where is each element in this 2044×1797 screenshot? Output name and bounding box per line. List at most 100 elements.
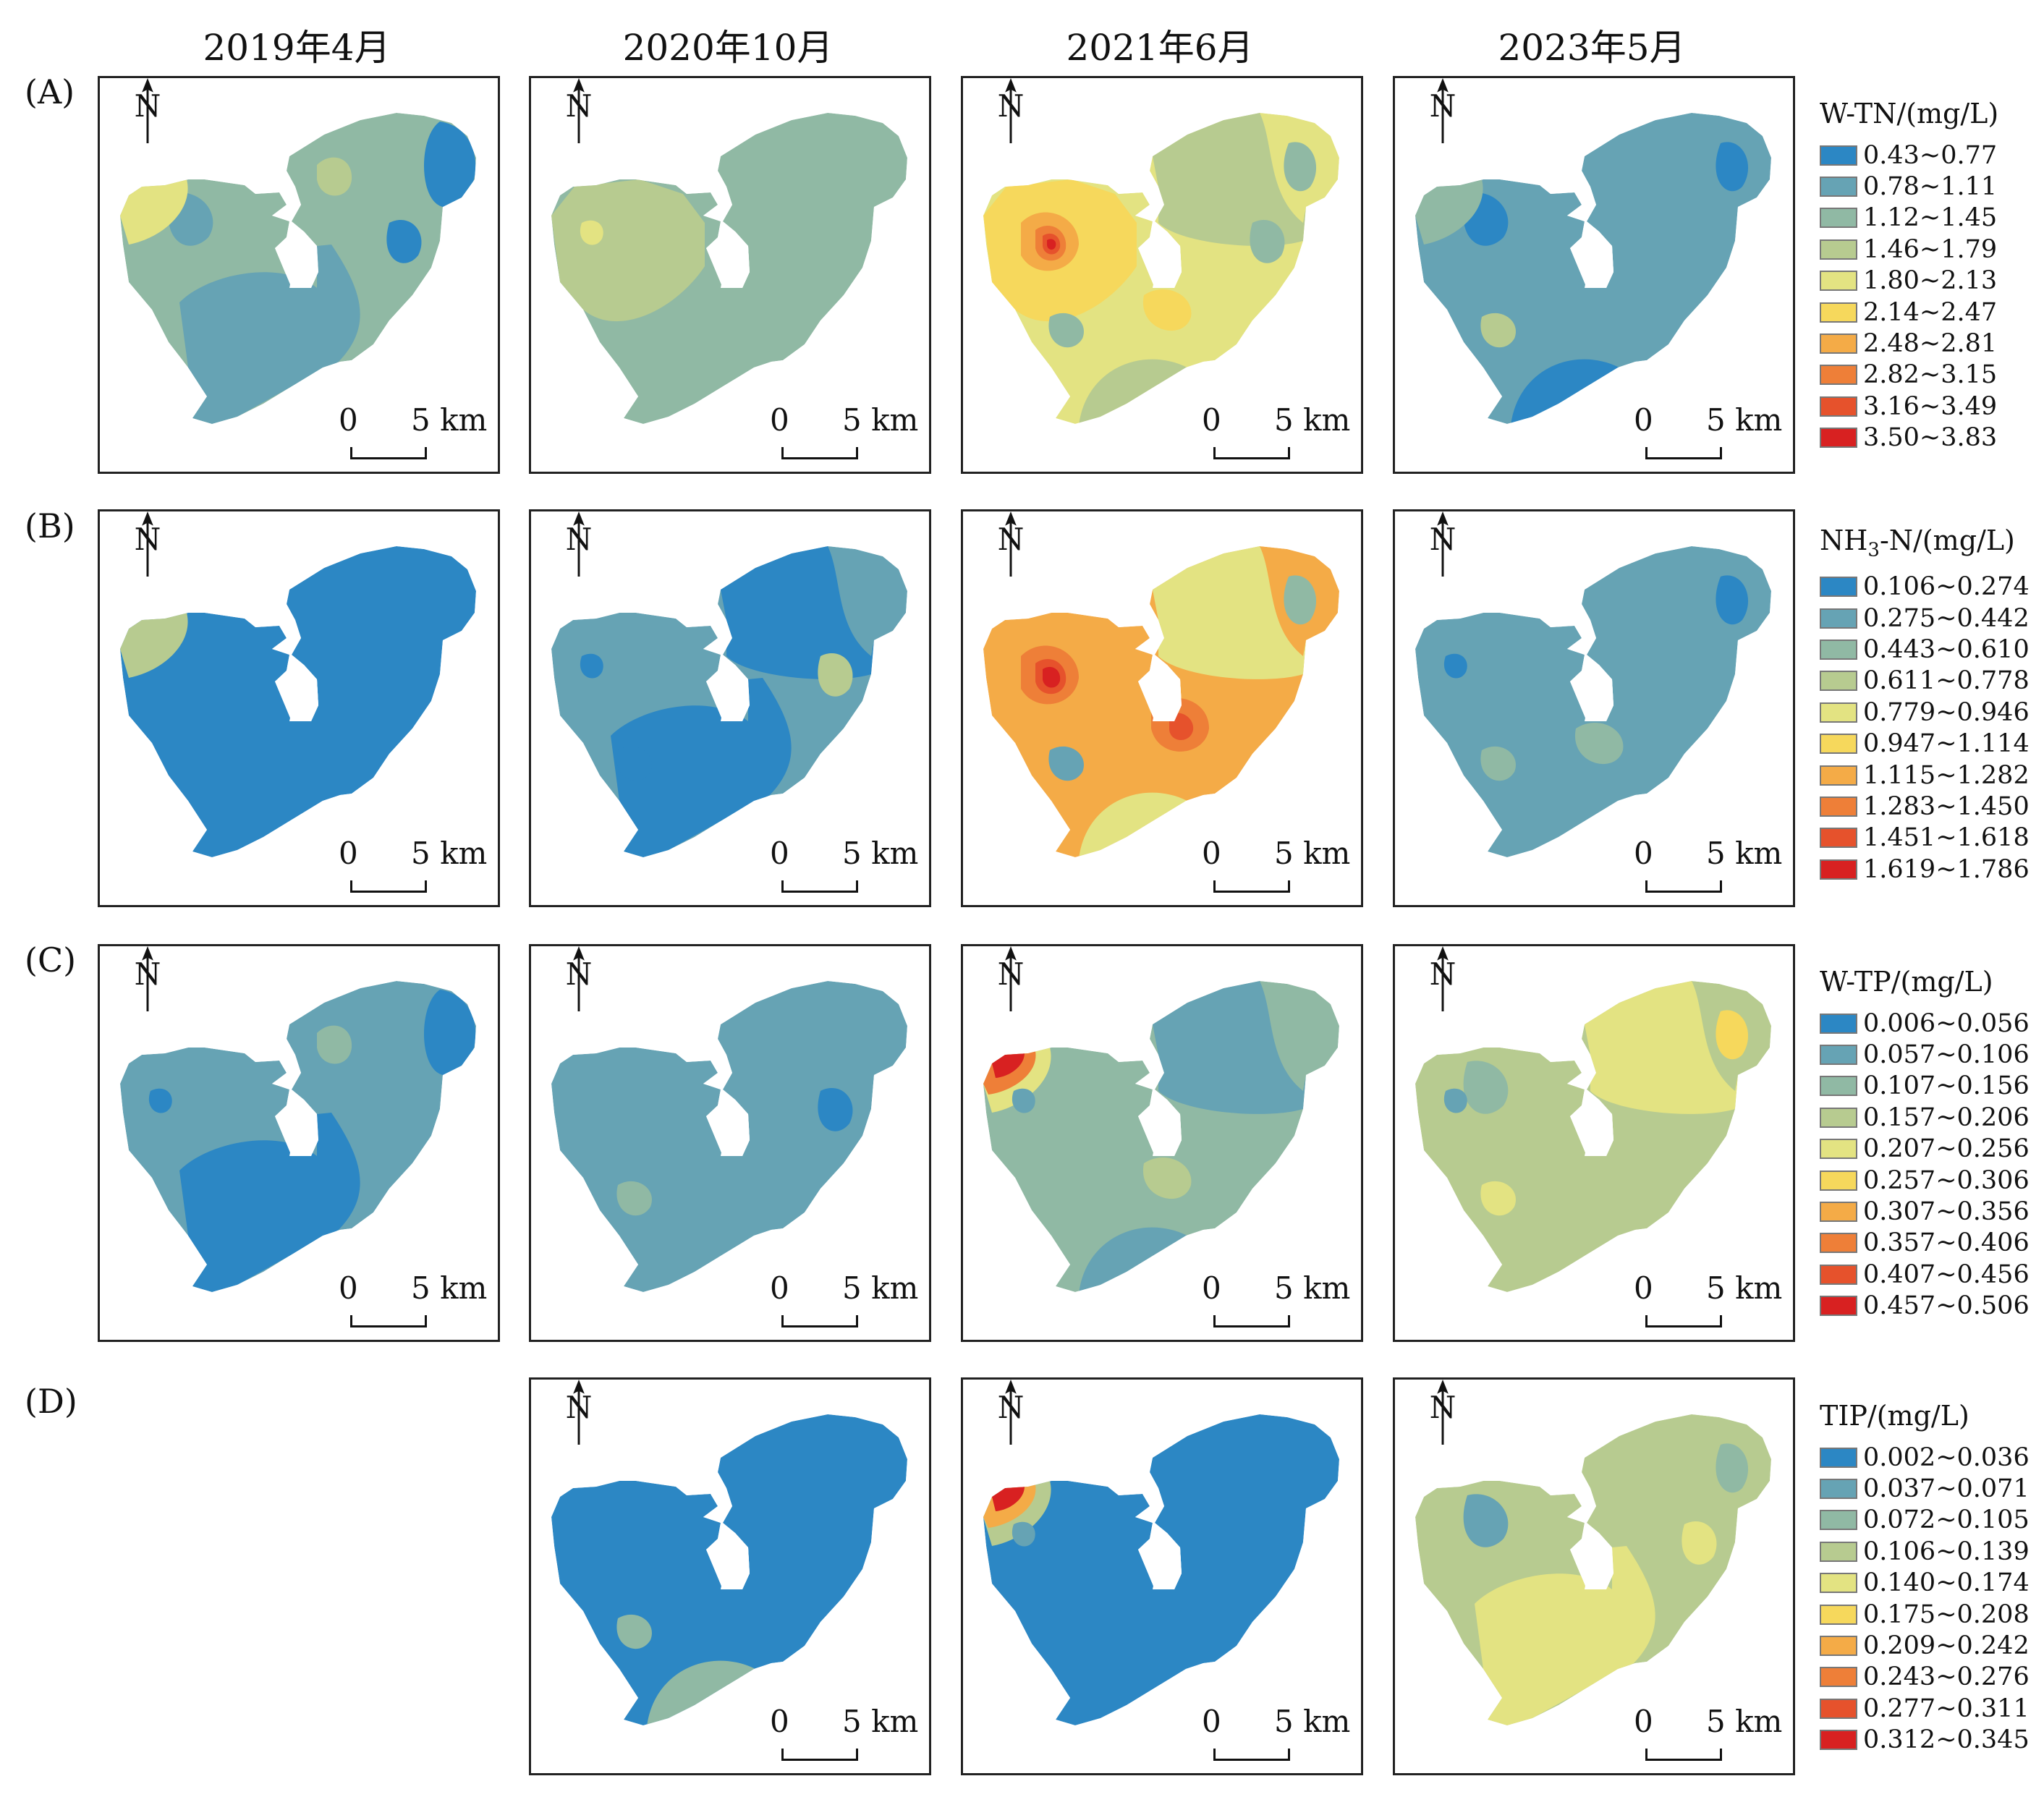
north-arrow-icon — [142, 946, 153, 1011]
legend-swatch — [1820, 1730, 1857, 1751]
legend-label: 0.140~0.174 — [1863, 1568, 2030, 1598]
legend-swatch — [1820, 1045, 1857, 1066]
legend-item: 0.006~0.056 — [1820, 1008, 2037, 1039]
legend-label: 0.106~0.274 — [1863, 572, 2030, 602]
island — [1153, 1533, 1182, 1589]
legend-item: 0.107~0.156 — [1820, 1071, 2037, 1102]
legend-label: 0.307~0.356 — [1863, 1197, 2030, 1227]
island — [1153, 231, 1182, 288]
north-arrow-icon — [1005, 511, 1017, 577]
concentration-zone — [1284, 142, 1317, 192]
legend-label: 0.275~0.442 — [1863, 603, 2030, 633]
scale-bar — [1213, 880, 1290, 893]
lake-map — [983, 113, 1339, 424]
legend-swatch — [1820, 577, 1857, 598]
island — [1153, 665, 1182, 721]
legend-label: 3.50~3.83 — [1863, 423, 1998, 453]
legend-swatch — [1820, 365, 1857, 386]
lake-map — [983, 1414, 1339, 1725]
concentration-zone — [551, 179, 705, 322]
legend-title: W-TN/(mg/L) — [1820, 98, 1999, 129]
legend-swatch — [1820, 671, 1857, 692]
legend-item: 0.209~0.242 — [1820, 1630, 2037, 1661]
concentration-zone — [992, 1485, 1025, 1511]
legend-swatch — [1820, 1202, 1857, 1223]
column-header: 2020年10月 — [622, 27, 834, 69]
lake-map — [120, 981, 476, 1292]
island — [1585, 665, 1613, 721]
legend-label: 0.277~0.311 — [1863, 1694, 2030, 1723]
island — [721, 231, 750, 288]
concentration-zone — [580, 653, 603, 679]
legend-swatch — [1820, 145, 1857, 166]
legend-item: 0.357~0.406 — [1820, 1228, 2037, 1259]
concentration-zone — [1716, 1010, 1749, 1060]
scale-zero: 0 — [1634, 836, 1653, 871]
lake-map — [1415, 546, 1771, 857]
legend-swatch — [1820, 1139, 1857, 1160]
island — [1585, 1100, 1613, 1156]
legend-item: 0.057~0.106 — [1820, 1039, 2037, 1070]
legend-label: 1.619~1.786 — [1863, 854, 2030, 884]
column-header: 2021年6月 — [1066, 27, 1254, 69]
scale-length: 5 km — [842, 836, 919, 871]
legend-item: 0.207~0.256 — [1820, 1134, 2037, 1165]
concentration-zone — [1443, 653, 1467, 679]
north-arrow-icon — [1437, 946, 1449, 1011]
concentration-zone — [818, 1088, 853, 1131]
scale-length: 5 km — [1274, 402, 1351, 438]
legend-label: 0.257~0.306 — [1863, 1165, 2030, 1195]
island — [289, 1100, 318, 1156]
legend-swatch — [1820, 702, 1857, 723]
concentration-zone — [423, 122, 476, 208]
legend-swatch — [1820, 1541, 1857, 1562]
scale-zero: 0 — [1634, 1270, 1653, 1306]
legend-label: 0.209~0.242 — [1863, 1631, 2030, 1661]
scale-length: 5 km — [411, 1270, 488, 1306]
concentration-zone — [1153, 546, 1306, 679]
scale-bar — [1645, 880, 1722, 893]
scale-bar — [1645, 1749, 1722, 1761]
legend-swatch — [1820, 177, 1857, 197]
scale-bar — [781, 1749, 858, 1761]
legend-label: 2.48~2.81 — [1863, 329, 1998, 359]
legend-label: 1.46~1.79 — [1863, 234, 1998, 264]
legend-item: 1.46~1.79 — [1820, 234, 2037, 265]
concentration-zone — [1480, 313, 1516, 348]
legend-swatch — [1820, 1698, 1857, 1719]
legend-item: 3.16~3.49 — [1820, 391, 2037, 422]
legend-label: 0.175~0.208 — [1863, 1600, 2030, 1629]
scale-length: 5 km — [1706, 402, 1783, 438]
legend-swatch — [1820, 1510, 1857, 1531]
legend-label: 2.82~3.15 — [1863, 360, 1998, 390]
concentration-zone — [317, 1025, 352, 1064]
scale-zero: 0 — [770, 402, 789, 438]
legend-title: TIP/(mg/L) — [1820, 1400, 1969, 1432]
concentration-zone — [1480, 746, 1516, 781]
scale-length: 5 km — [411, 836, 488, 871]
legend-item: 1.80~2.13 — [1820, 265, 2037, 297]
lake-map — [983, 981, 1339, 1292]
concentration-zone — [1574, 722, 1624, 765]
concentration-zone — [1079, 359, 1187, 424]
legend-label: 0.243~0.276 — [1863, 1662, 2030, 1692]
concentration-zone — [120, 179, 188, 245]
legend-swatch — [1820, 1296, 1857, 1317]
concentration-zone — [317, 157, 352, 196]
island — [289, 231, 318, 288]
legend-swatch — [1820, 239, 1857, 260]
scale-bar — [781, 880, 858, 893]
concentration-zone — [1142, 1157, 1192, 1199]
legend-label: 0.357~0.406 — [1863, 1228, 2030, 1258]
scale-bar — [781, 1315, 858, 1327]
scale-zero: 0 — [339, 1270, 358, 1306]
legend-item: 0.277~0.311 — [1820, 1693, 2037, 1724]
north-arrow-icon — [142, 78, 153, 143]
legend-item: 0.457~0.506 — [1820, 1291, 2037, 1322]
